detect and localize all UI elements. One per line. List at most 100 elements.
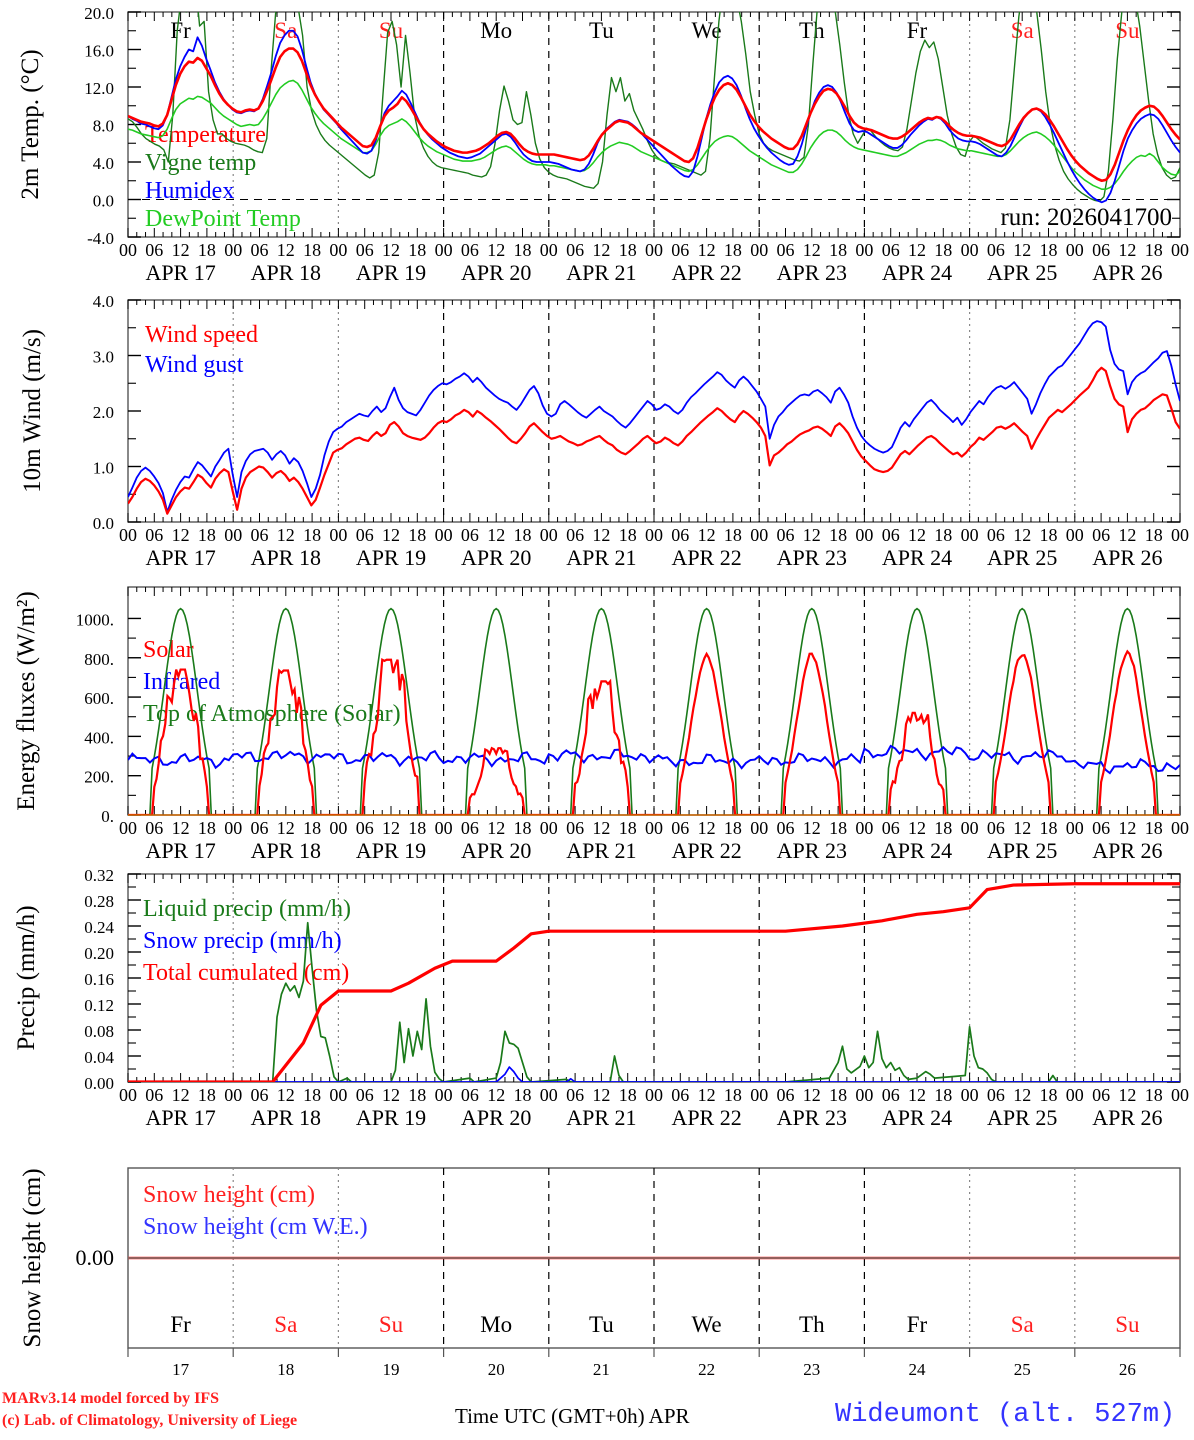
day-number-label: 21	[593, 1360, 610, 1379]
day-number-label: 17	[172, 1360, 190, 1379]
hour-tick-label: 00	[750, 525, 768, 545]
day-name-label: Th	[799, 1312, 825, 1337]
hour-tick-label: 18	[408, 240, 426, 260]
hour-tick-label: 00	[119, 818, 137, 838]
hour-tick-label: 18	[934, 1085, 952, 1105]
hour-tick-label: 18	[198, 240, 216, 260]
date-label: APR 19	[356, 545, 426, 570]
day-name-label: Fr	[170, 18, 191, 43]
hour-tick-label: 12	[487, 240, 505, 260]
date-label: APR 24	[882, 1105, 952, 1130]
hour-tick-label: 06	[566, 240, 584, 260]
hour-tick-label: 12	[592, 1085, 610, 1105]
hour-tick-label: 12	[592, 240, 610, 260]
y-tick-label: 1000.	[76, 610, 114, 629]
hour-tick-label: 06	[461, 1085, 479, 1105]
hour-tick-label: 06	[1092, 240, 1110, 260]
date-label: APR 21	[566, 545, 636, 570]
hour-tick-label: 18	[408, 818, 426, 838]
hour-tick-label: 18	[303, 240, 321, 260]
hour-tick-label: 06	[987, 525, 1005, 545]
hour-tick-label: 12	[172, 240, 190, 260]
y-tick-label: 0.08	[84, 1022, 114, 1041]
hour-tick-label: 18	[514, 818, 532, 838]
hour-tick-label: 18	[303, 818, 321, 838]
hour-tick-label: 00	[750, 818, 768, 838]
hour-tick-label: 12	[1118, 240, 1136, 260]
hour-tick-label: 06	[987, 1085, 1005, 1105]
hour-tick-label: 00	[855, 240, 873, 260]
legend-entry: Infrared	[143, 669, 220, 695]
date-label: APR 19	[356, 838, 426, 863]
y-axis-title: 10m Wind (m/s)	[19, 329, 46, 493]
y-tick-label: 4.0	[93, 154, 114, 173]
date-label: APR 22	[671, 545, 741, 570]
hour-tick-label: 18	[724, 818, 742, 838]
hour-tick-label: 00	[435, 1085, 453, 1105]
hour-tick-label: 12	[803, 1085, 821, 1105]
y-tick-label: 0.16	[84, 970, 114, 989]
hour-tick-label: 18	[934, 525, 952, 545]
hour-tick-label: 00	[1066, 240, 1084, 260]
hour-tick-label: 00	[961, 818, 979, 838]
date-label: APR 17	[145, 1105, 215, 1130]
day-name-label: Mo	[480, 18, 512, 43]
date-label: APR 20	[461, 1105, 531, 1130]
hour-tick-label: 12	[277, 1085, 295, 1105]
hour-tick-label: 06	[987, 818, 1005, 838]
panel-precip: 0.00 0.04 0.08 0.12 0.16 0.20 0.24 0.28 0.32 Prec…	[0, 860, 1194, 1160]
hour-tick-label: 18	[408, 1085, 426, 1105]
y-tick-label: 12.0	[84, 79, 114, 98]
hour-tick-label: 12	[172, 525, 190, 545]
hour-tick-label: 18	[829, 240, 847, 260]
date-label: APR 26	[1092, 545, 1162, 570]
day-name-label: We	[692, 18, 722, 43]
hour-tick-label: 12	[908, 818, 926, 838]
date-label: APR 18	[251, 545, 321, 570]
hour-tick-label: 06	[777, 1085, 795, 1105]
hour-tick-label: 06	[461, 525, 479, 545]
hour-tick-label: 06	[566, 525, 584, 545]
y-tick-label: 600.	[84, 689, 114, 708]
hour-tick-label: 00	[1066, 525, 1084, 545]
series-wind-speed	[128, 366, 1180, 515]
hour-tick-label: 06	[251, 525, 269, 545]
hour-tick-label: 06	[671, 1085, 689, 1105]
hour-tick-label: 06	[882, 240, 900, 260]
date-label: APR 17	[145, 545, 215, 570]
y-tick-label: 0.0	[93, 514, 114, 533]
hour-tick-label: 00	[1171, 1085, 1189, 1105]
legend-entry: Snow height (cm W.E.)	[143, 1214, 368, 1240]
y-tick-label: 0.04	[84, 1048, 114, 1067]
hour-tick-label: 06	[882, 1085, 900, 1105]
hour-tick-label: 12	[172, 1085, 190, 1105]
day-name-label: Su	[379, 1312, 404, 1337]
footer-model-line: MARv3.14 model forced by IFS	[2, 1390, 220, 1407]
date-label: APR 23	[777, 260, 847, 285]
date-label: APR 24	[882, 260, 952, 285]
hour-tick-label: 06	[145, 818, 163, 838]
day-number-label: 24	[909, 1360, 927, 1379]
hour-tick-label: 12	[908, 525, 926, 545]
hour-tick-label: 00	[224, 525, 242, 545]
hour-tick-label: 06	[566, 818, 584, 838]
panel-wind: 0.0 1.0 2.0 3.0 4.0 10m Wind (m/s) Wind speed W…	[0, 290, 1194, 575]
legend-entry: Top of Atmosphere (Solar)	[143, 701, 401, 727]
hour-tick-label: 06	[987, 240, 1005, 260]
date-label: APR 22	[671, 1105, 741, 1130]
day-name-label: Fr	[907, 1312, 928, 1337]
panel-snow-height: 0.00 Snow height (cm) Snow height (cm) Snow…	[0, 1160, 1194, 1390]
hour-tick-label: 06	[777, 240, 795, 260]
hour-tick-label: 00	[645, 1085, 663, 1105]
date-label: APR 25	[987, 1105, 1057, 1130]
hour-tick-label: 18	[1040, 525, 1058, 545]
day-name-label: Tu	[589, 18, 614, 43]
date-label: APR 18	[251, 260, 321, 285]
hour-tick-label: 18	[198, 525, 216, 545]
y-tick-label: 0.0	[93, 192, 114, 211]
hour-tick-label: 00	[119, 240, 137, 260]
date-label: APR 18	[251, 1105, 321, 1130]
hour-tick-label: 18	[1040, 240, 1058, 260]
date-label: APR 25	[987, 545, 1057, 570]
hour-tick-label: 06	[356, 240, 374, 260]
